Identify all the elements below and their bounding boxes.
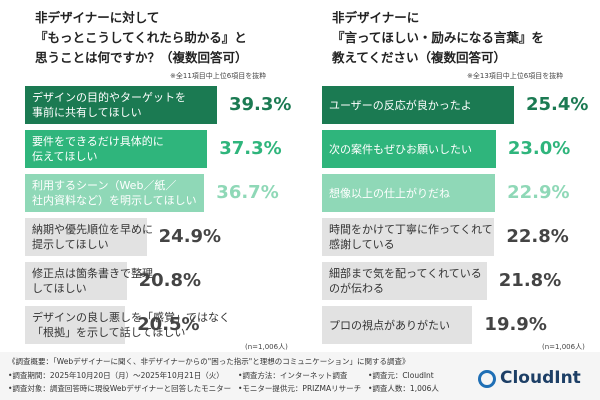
value-label: 20.5% — [137, 314, 200, 335]
bar — [322, 86, 514, 124]
value-label: 19.9% — [484, 314, 547, 335]
footer-item: •調査元：CloudInt — [368, 371, 434, 380]
footer-item: •調査方法：インターネット調査 — [238, 371, 348, 380]
value-label: 36.7% — [216, 182, 279, 203]
bar — [322, 306, 473, 344]
bar-label: プロの視点がありがたい — [329, 318, 450, 332]
bar-label: デザインの目的やターゲットを 事前に共有してほしい — [32, 91, 186, 119]
sample-size: (n=1,006人) — [245, 343, 288, 351]
bar — [25, 86, 217, 124]
bar — [322, 262, 487, 300]
bar-label: 次の案件もぜひお願いしたい — [329, 142, 472, 156]
footer-item: •調査人数：1,006人 — [368, 384, 439, 393]
bar-label: 納期や優先順位を早めに 提示してほしい — [32, 223, 153, 251]
sample-size: (n=1,006人) — [542, 343, 585, 351]
bar-label: デザインの良し悪しを「感覚」ではなく 「根拠」を示して話してほしい — [32, 311, 230, 339]
logo: CloudInt — [500, 368, 581, 388]
chart-title: 非デザイナーに対して 『もっとこうしてくれたら助かる』と 思うことは何ですか？（… — [35, 10, 248, 65]
bar-label: 要件をできるだけ具体的に 伝えてほしい — [32, 135, 164, 163]
bar — [322, 174, 496, 212]
bar — [25, 218, 147, 256]
value-label: 24.9% — [158, 226, 222, 247]
value-label: 22.9% — [507, 182, 570, 203]
bar — [25, 174, 205, 212]
chart-title: 非デザイナーに 『言ってほしい・励みになる言葉』を 教えてください（複数回答可） — [332, 10, 544, 65]
value-label: 25.4% — [526, 94, 589, 115]
bar — [322, 218, 495, 256]
bar-label: 想像以上の仕上がりだね — [329, 186, 450, 200]
value-label: 37.3% — [219, 138, 282, 159]
value-label: 22.8% — [506, 226, 569, 247]
bar-label: 利用するシーン（Web／紙／ 社内資料など）を明示してほしい — [32, 179, 197, 207]
footer-item: •モニター提供元：PRIZMAリサーチ — [238, 384, 362, 393]
value-label: 39.3% — [229, 94, 292, 115]
chart-note: ※全13項目中上位6項目を抜粋 — [467, 72, 564, 80]
footer-item: •調査対象：調査回答時に現役Webデザイナーと回答したモニター — [8, 384, 232, 393]
bar — [25, 262, 127, 300]
value-label: 21.8% — [498, 270, 562, 291]
chart-note: ※全11項目中上位6項目を抜粋 — [170, 72, 267, 80]
bar — [25, 130, 208, 168]
bar-label: 時間をかけて丁寧に作ってくれて 感謝している — [329, 223, 493, 251]
logo-icon — [478, 370, 496, 388]
footer-bg — [0, 352, 600, 400]
bar — [25, 306, 126, 344]
footer-item: •調査期間：2025年10月20日（月）～2025年10月21日（火） — [8, 371, 224, 380]
bar-label: 修正点は箇条書きで整理 してほしい — [32, 267, 153, 295]
bar-label: 細部まで気を配ってくれている のが伝わる — [329, 267, 482, 295]
value-label: 20.8% — [138, 270, 202, 291]
bar-label: ユーザーの反応が良かったよ — [329, 98, 472, 112]
value-label: 23.0% — [507, 138, 571, 159]
bar — [322, 130, 496, 168]
footer-heading: 《調査概要：「Webデザイナーに聞く、非デザイナーからの"困った指示"と理想のコ… — [8, 357, 410, 366]
